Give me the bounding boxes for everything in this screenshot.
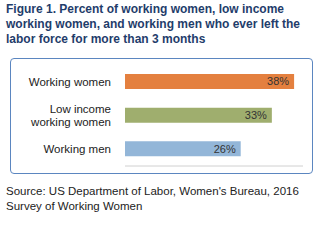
html-text:Source: US Department of Labor: Source: US Department of Labor, Women's … (6, 185, 299, 212)
svg-text:Working men: Working men (43, 143, 111, 155)
svg-text:Low incomeworking women: Low incomeworking women (30, 103, 111, 128)
html-text:Figure 1. Percent of working w: Figure 1. Percent of working women, low … (6, 2, 300, 46)
svg-text:Working women: Working women (29, 76, 111, 88)
svg-text:38%: 38% (267, 75, 289, 87)
svg-text:33%: 33% (245, 109, 267, 121)
svg-text:26%: 26% (214, 143, 236, 155)
